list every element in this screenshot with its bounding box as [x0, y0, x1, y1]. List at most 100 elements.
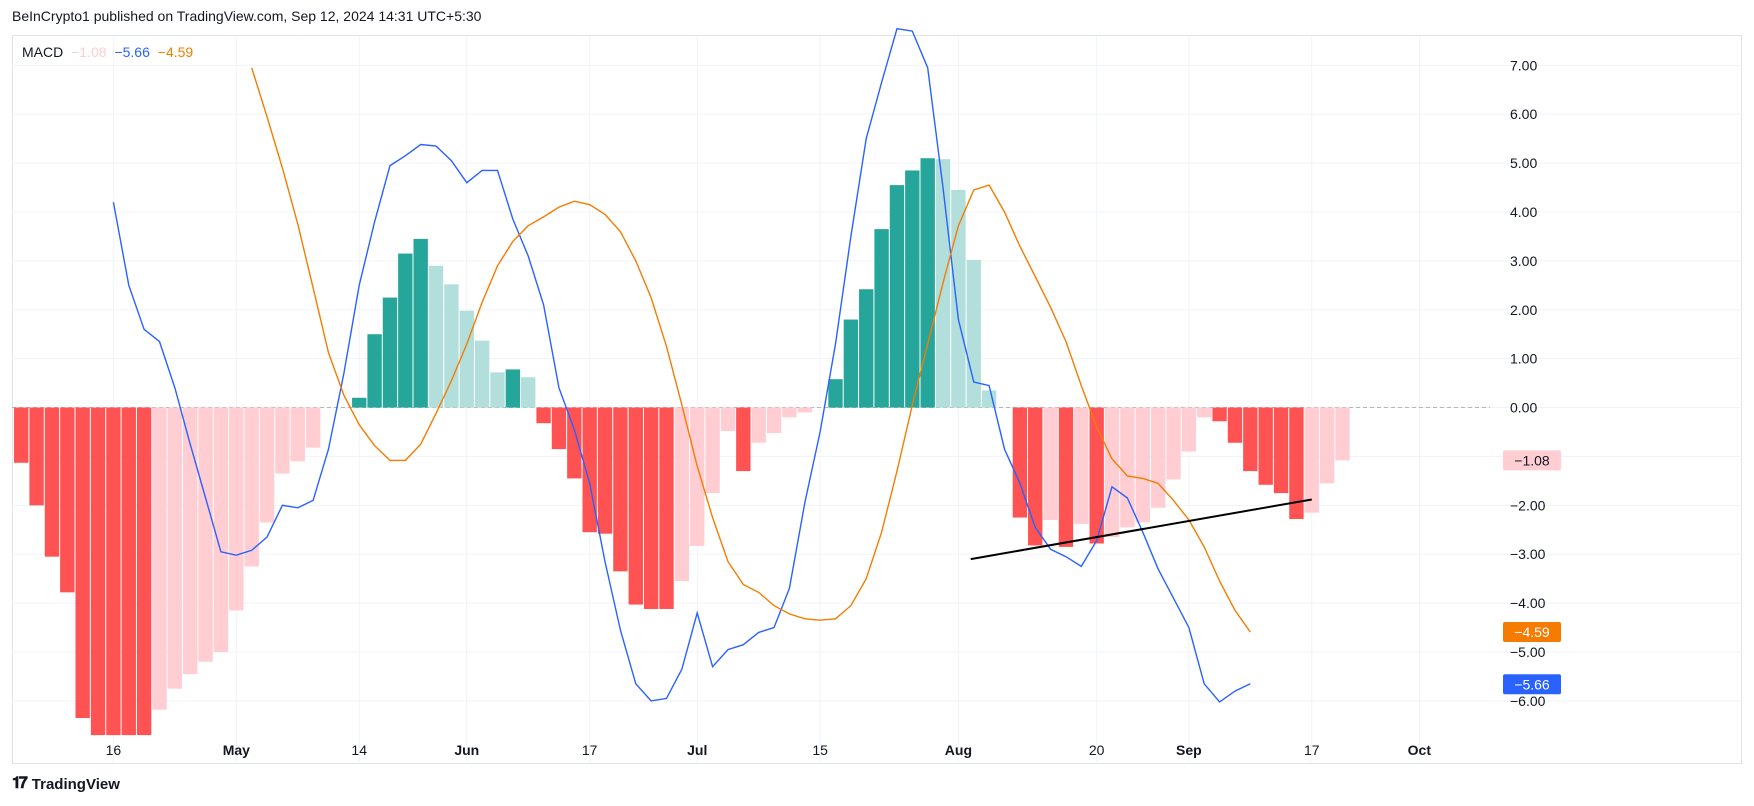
histogram-bar [198, 407, 213, 662]
histogram-bar [1212, 407, 1227, 422]
histogram-bar [1227, 407, 1243, 443]
histogram-bar [705, 407, 720, 494]
histogram-bar [1058, 407, 1074, 547]
histogram-bar [1150, 407, 1166, 508]
histogram-bar [582, 407, 597, 533]
price-tag-bg [1503, 674, 1561, 695]
histogram-bar [1289, 407, 1304, 520]
x-tick-label: 17 [582, 742, 598, 758]
x-tick-label: Jun [454, 742, 479, 758]
y-tick-label: 7.00 [1510, 57, 1537, 73]
histogram-bar [398, 253, 413, 408]
y-tick-label: 5.00 [1510, 155, 1537, 171]
x-tick-label: 14 [351, 742, 367, 758]
histogram-bar [229, 407, 244, 611]
legend-signal-value: −4.59 [157, 44, 194, 60]
support-trendline [970, 498, 1312, 561]
histogram-bar [1304, 407, 1319, 513]
histogram-bar [183, 407, 198, 674]
histogram-bar [167, 407, 183, 689]
histogram-bar [521, 377, 536, 408]
histogram-bar [766, 407, 782, 433]
histogram-bar [1104, 407, 1120, 538]
histogram-bar [90, 407, 106, 736]
histogram-bar [1089, 407, 1104, 544]
histogram-bar [14, 407, 29, 463]
x-tick-label: 17 [1304, 742, 1320, 758]
histogram-bar [1074, 407, 1089, 524]
y-tick-label: −2.00 [1510, 497, 1546, 513]
x-tick-label: 20 [1089, 742, 1105, 758]
histogram-bar [1273, 407, 1289, 494]
histogram-bar [551, 407, 567, 450]
histogram-bar [106, 407, 121, 736]
histogram-bar [213, 407, 229, 652]
histogram-bar [920, 158, 935, 408]
histogram-bar [597, 407, 613, 534]
histogram-bar [843, 319, 859, 408]
histogram-layer [14, 158, 1350, 736]
histogram-bar [305, 407, 321, 448]
y-tick-label: 2.00 [1510, 302, 1537, 318]
histogram-bar [1135, 407, 1150, 523]
histogram-bar [75, 407, 90, 718]
y-tick-label: −3.00 [1510, 546, 1546, 562]
y-tick-label: 0.00 [1510, 400, 1537, 416]
histogram-bar [828, 379, 843, 408]
signal-line [251, 67, 1251, 633]
y-tick-label: 3.00 [1510, 253, 1537, 269]
y-tick-label: 4.00 [1510, 204, 1537, 220]
histogram-bar [290, 407, 305, 462]
price-tag-label: −5.66 [1514, 676, 1550, 692]
x-tick-label: Aug [945, 742, 972, 758]
histogram-bar [367, 334, 382, 408]
x-tick-label: May [223, 742, 250, 758]
histogram-bar [1120, 407, 1135, 528]
x-tick-label: 15 [812, 742, 828, 758]
histogram-bar [1258, 407, 1273, 485]
price-tag-label: −1.08 [1514, 452, 1550, 468]
histogram-bar [1181, 407, 1197, 452]
histogram-bar [352, 397, 367, 408]
price-tag-label: −4.59 [1514, 624, 1550, 640]
histogram-bar [152, 407, 167, 710]
y-tick-label: −5.00 [1510, 644, 1546, 660]
macd-line [112, 27, 1251, 703]
histogram-bar [889, 185, 905, 408]
histogram-bar [782, 407, 797, 418]
histogram-bar [720, 407, 736, 432]
histogram-bar [736, 407, 751, 472]
histogram-bar [121, 407, 136, 736]
x-tick-label: Jul [687, 742, 707, 758]
histogram-bar [905, 170, 920, 408]
histogram-bar [674, 407, 690, 582]
histogram-bar [643, 407, 659, 609]
histogram-bar [382, 297, 398, 408]
histogram-bar [1243, 407, 1258, 472]
histogram-bar [859, 289, 874, 408]
histogram-bar [966, 259, 981, 408]
x-tick-label: Sep [1176, 742, 1202, 758]
histogram-bar [60, 407, 75, 593]
histogram-bar [567, 407, 582, 479]
tradingview-logo[interactable]: 𝟏𝟕 TradingView [12, 775, 120, 793]
histogram-bar [613, 407, 628, 572]
legend-name: MACD [22, 44, 64, 60]
histogram-bar [1197, 407, 1212, 418]
histogram-bar [259, 407, 275, 523]
histogram-bar [690, 407, 705, 546]
legend-histogram-value: −1.08 [71, 44, 107, 60]
line-layer [112, 27, 1312, 703]
tradingview-logo-icon: 𝟏𝟕 [12, 775, 28, 792]
histogram-bar [751, 407, 766, 443]
y-tick-label: −6.00 [1510, 693, 1546, 709]
price-tag-bg [1503, 450, 1561, 471]
histogram-bar [474, 340, 490, 408]
legend: MACD −1.08 −5.66 −4.59 [22, 44, 197, 60]
histogram-bar [1012, 407, 1028, 518]
y-tick-label: −4.00 [1510, 595, 1546, 611]
legend-macd-value: −5.66 [114, 44, 150, 60]
histogram-bar [797, 407, 812, 413]
histogram-bar [244, 407, 259, 567]
